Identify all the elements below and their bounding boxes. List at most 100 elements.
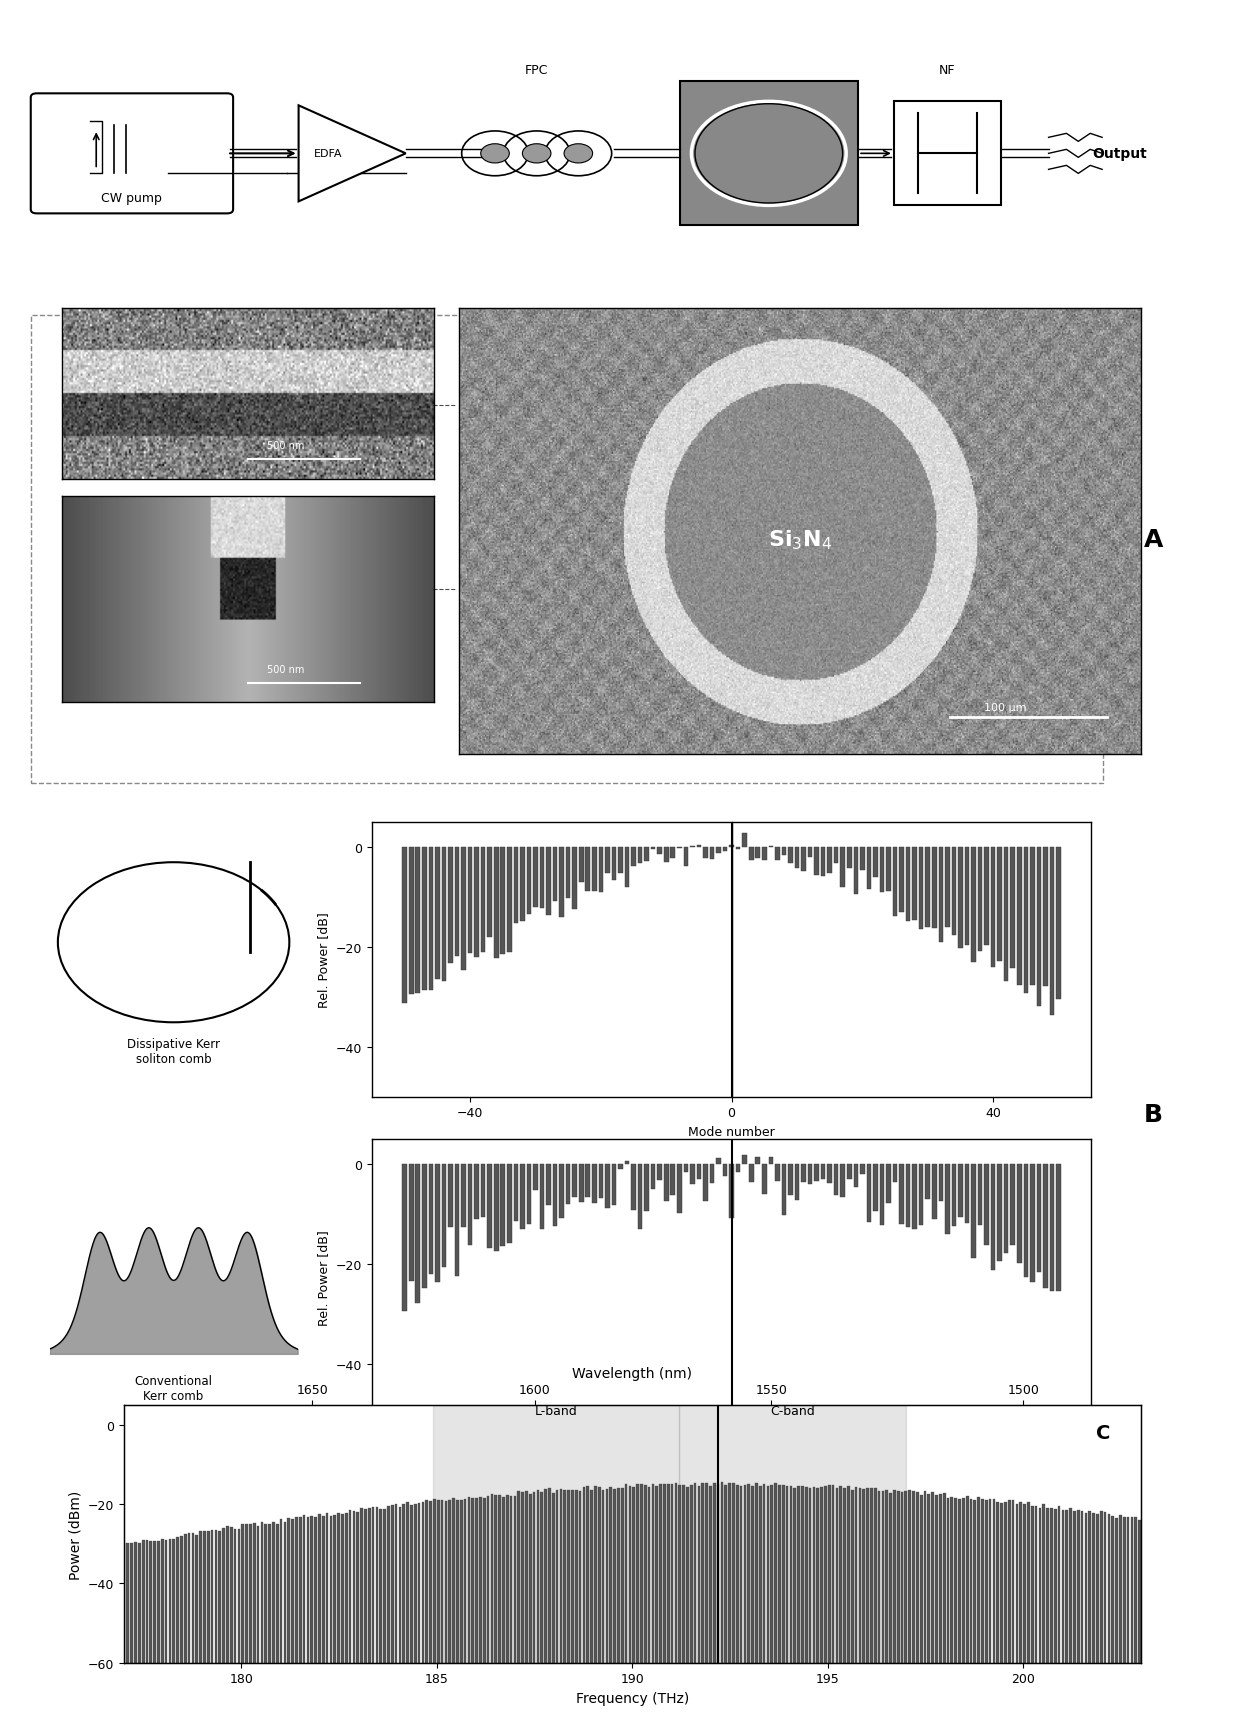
Bar bbox=[433, 1500, 435, 1663]
Bar bbox=[435, 1166, 440, 1282]
Bar bbox=[997, 1166, 1002, 1262]
Bar bbox=[599, 1166, 603, 1198]
Bar bbox=[368, 1508, 371, 1663]
Bar bbox=[928, 1495, 930, 1663]
Bar bbox=[403, 848, 407, 1003]
Bar bbox=[931, 1493, 934, 1663]
Bar bbox=[847, 1166, 852, 1179]
Bar bbox=[1037, 1166, 1042, 1272]
Bar bbox=[1023, 1505, 1025, 1663]
Bar bbox=[919, 848, 924, 929]
Bar bbox=[916, 1493, 919, 1663]
Bar bbox=[841, 848, 844, 888]
Bar bbox=[345, 1513, 347, 1663]
Bar bbox=[870, 1488, 873, 1663]
Bar bbox=[636, 1484, 639, 1663]
Bar bbox=[422, 848, 427, 991]
Bar bbox=[971, 1166, 976, 1258]
Text: CW pump: CW pump bbox=[102, 192, 162, 204]
Bar bbox=[759, 1486, 761, 1663]
Bar bbox=[717, 1484, 719, 1663]
Bar bbox=[165, 1541, 167, 1663]
Bar bbox=[797, 1486, 800, 1663]
Bar bbox=[456, 1500, 459, 1663]
Bar bbox=[403, 1505, 405, 1663]
Bar bbox=[138, 1543, 140, 1663]
Bar bbox=[777, 1486, 781, 1663]
Bar bbox=[1011, 848, 1016, 968]
Bar bbox=[637, 1166, 642, 1229]
Bar bbox=[763, 848, 766, 860]
Bar bbox=[853, 848, 858, 895]
Bar bbox=[1138, 1520, 1141, 1663]
Bar bbox=[828, 1486, 831, 1663]
Bar bbox=[246, 1524, 248, 1663]
Bar bbox=[724, 1484, 727, 1663]
Bar bbox=[513, 1496, 516, 1663]
Bar bbox=[306, 1517, 309, 1663]
Bar bbox=[709, 1486, 712, 1663]
Bar bbox=[1008, 1500, 1011, 1663]
Bar bbox=[507, 848, 512, 951]
Bar bbox=[591, 1166, 596, 1203]
Bar bbox=[879, 1166, 884, 1226]
Bar bbox=[585, 1166, 590, 1198]
Bar bbox=[429, 1501, 432, 1663]
Bar bbox=[667, 1484, 670, 1663]
Bar bbox=[713, 1483, 715, 1663]
Bar bbox=[939, 1166, 944, 1202]
X-axis label: Mode number: Mode number bbox=[688, 1441, 775, 1455]
Bar bbox=[997, 848, 1002, 962]
Bar bbox=[671, 1484, 673, 1663]
Bar bbox=[487, 848, 492, 938]
Bar bbox=[1131, 1517, 1133, 1663]
Bar bbox=[337, 1513, 340, 1663]
Bar bbox=[1023, 848, 1028, 992]
Bar bbox=[539, 848, 544, 908]
Bar bbox=[249, 1524, 252, 1663]
Bar bbox=[520, 848, 525, 922]
Bar bbox=[215, 1531, 217, 1663]
Bar bbox=[391, 1505, 393, 1663]
Bar bbox=[498, 1495, 501, 1663]
Text: C: C bbox=[1096, 1423, 1110, 1443]
Bar bbox=[790, 1486, 792, 1663]
Bar bbox=[435, 848, 440, 979]
Bar bbox=[169, 1539, 171, 1663]
Bar bbox=[587, 1486, 589, 1663]
Bar bbox=[851, 1489, 853, 1663]
Bar bbox=[291, 1519, 294, 1663]
Bar bbox=[867, 1166, 872, 1222]
Bar bbox=[985, 1166, 988, 1244]
Bar bbox=[1123, 1517, 1126, 1663]
Bar bbox=[920, 1495, 923, 1663]
Circle shape bbox=[564, 144, 593, 165]
Bar bbox=[196, 1534, 198, 1663]
Bar bbox=[647, 1488, 651, 1663]
Bar bbox=[749, 1166, 754, 1183]
Bar bbox=[348, 1510, 351, 1663]
Bar bbox=[925, 1166, 930, 1200]
Bar bbox=[150, 1541, 153, 1663]
Bar bbox=[1078, 1510, 1080, 1663]
Bar bbox=[1107, 1515, 1110, 1663]
Bar bbox=[1023, 1166, 1028, 1277]
Bar bbox=[238, 1529, 241, 1663]
Bar bbox=[774, 1484, 777, 1663]
Bar bbox=[257, 1525, 259, 1663]
Bar bbox=[482, 1498, 486, 1663]
Bar bbox=[594, 1486, 596, 1663]
Bar bbox=[356, 1512, 360, 1663]
Bar bbox=[795, 1166, 800, 1200]
Bar bbox=[1104, 1512, 1106, 1663]
Bar bbox=[906, 848, 910, 922]
Bar bbox=[815, 848, 818, 876]
Y-axis label: Rel. Power [dB]: Rel. Power [dB] bbox=[317, 912, 330, 1008]
Bar bbox=[959, 1500, 961, 1663]
Bar bbox=[467, 848, 472, 953]
Bar bbox=[946, 1498, 950, 1663]
Bar bbox=[591, 848, 596, 891]
Bar bbox=[821, 1166, 826, 1179]
Bar bbox=[854, 1488, 857, 1663]
Bar bbox=[825, 1486, 827, 1663]
